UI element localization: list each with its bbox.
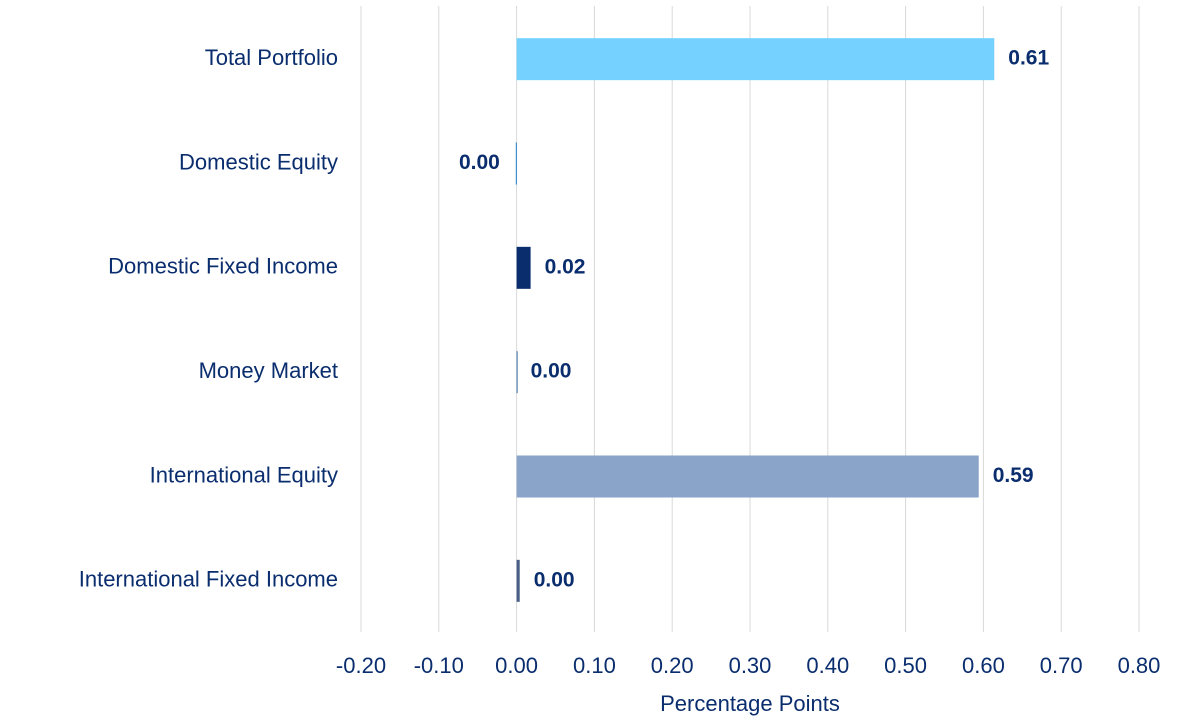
value-label: 0.00 bbox=[531, 360, 572, 383]
x-tick-label: 0.70 bbox=[1040, 653, 1083, 678]
value-label: 0.59 bbox=[993, 464, 1034, 487]
bar bbox=[516, 38, 995, 81]
x-tick-label: 0.50 bbox=[884, 653, 927, 678]
x-tick-label: 0.30 bbox=[729, 653, 772, 678]
y-tick-label: Money Market bbox=[199, 358, 338, 383]
y-tick-label: Total Portfolio bbox=[205, 45, 338, 70]
y-tick-label: Domestic Equity bbox=[179, 149, 338, 174]
bar bbox=[516, 246, 531, 289]
x-tick-label: 0.10 bbox=[573, 653, 616, 678]
value-label: 0.02 bbox=[545, 255, 586, 278]
bar bbox=[516, 351, 518, 394]
x-tick-label: 0.20 bbox=[651, 653, 694, 678]
value-label: 0.00 bbox=[459, 151, 500, 174]
x-axis-title: Percentage Points bbox=[660, 691, 840, 716]
y-tick-label: International Equity bbox=[150, 462, 338, 487]
y-tick-label: Domestic Fixed Income bbox=[108, 254, 338, 279]
x-tick-label: 0.00 bbox=[495, 653, 538, 678]
x-tick-label: -0.20 bbox=[336, 653, 386, 678]
value-label: 0.00 bbox=[534, 568, 575, 591]
x-tick-label: 0.60 bbox=[962, 653, 1005, 678]
value-label: 0.61 bbox=[1008, 47, 1049, 70]
bar bbox=[515, 142, 517, 185]
x-tick-label: 0.40 bbox=[806, 653, 849, 678]
x-tick-label: -0.10 bbox=[414, 653, 464, 678]
bar bbox=[516, 559, 520, 602]
bar bbox=[516, 455, 979, 498]
y-tick-label: International Fixed Income bbox=[79, 567, 338, 592]
x-tick-label: 0.80 bbox=[1118, 653, 1161, 678]
